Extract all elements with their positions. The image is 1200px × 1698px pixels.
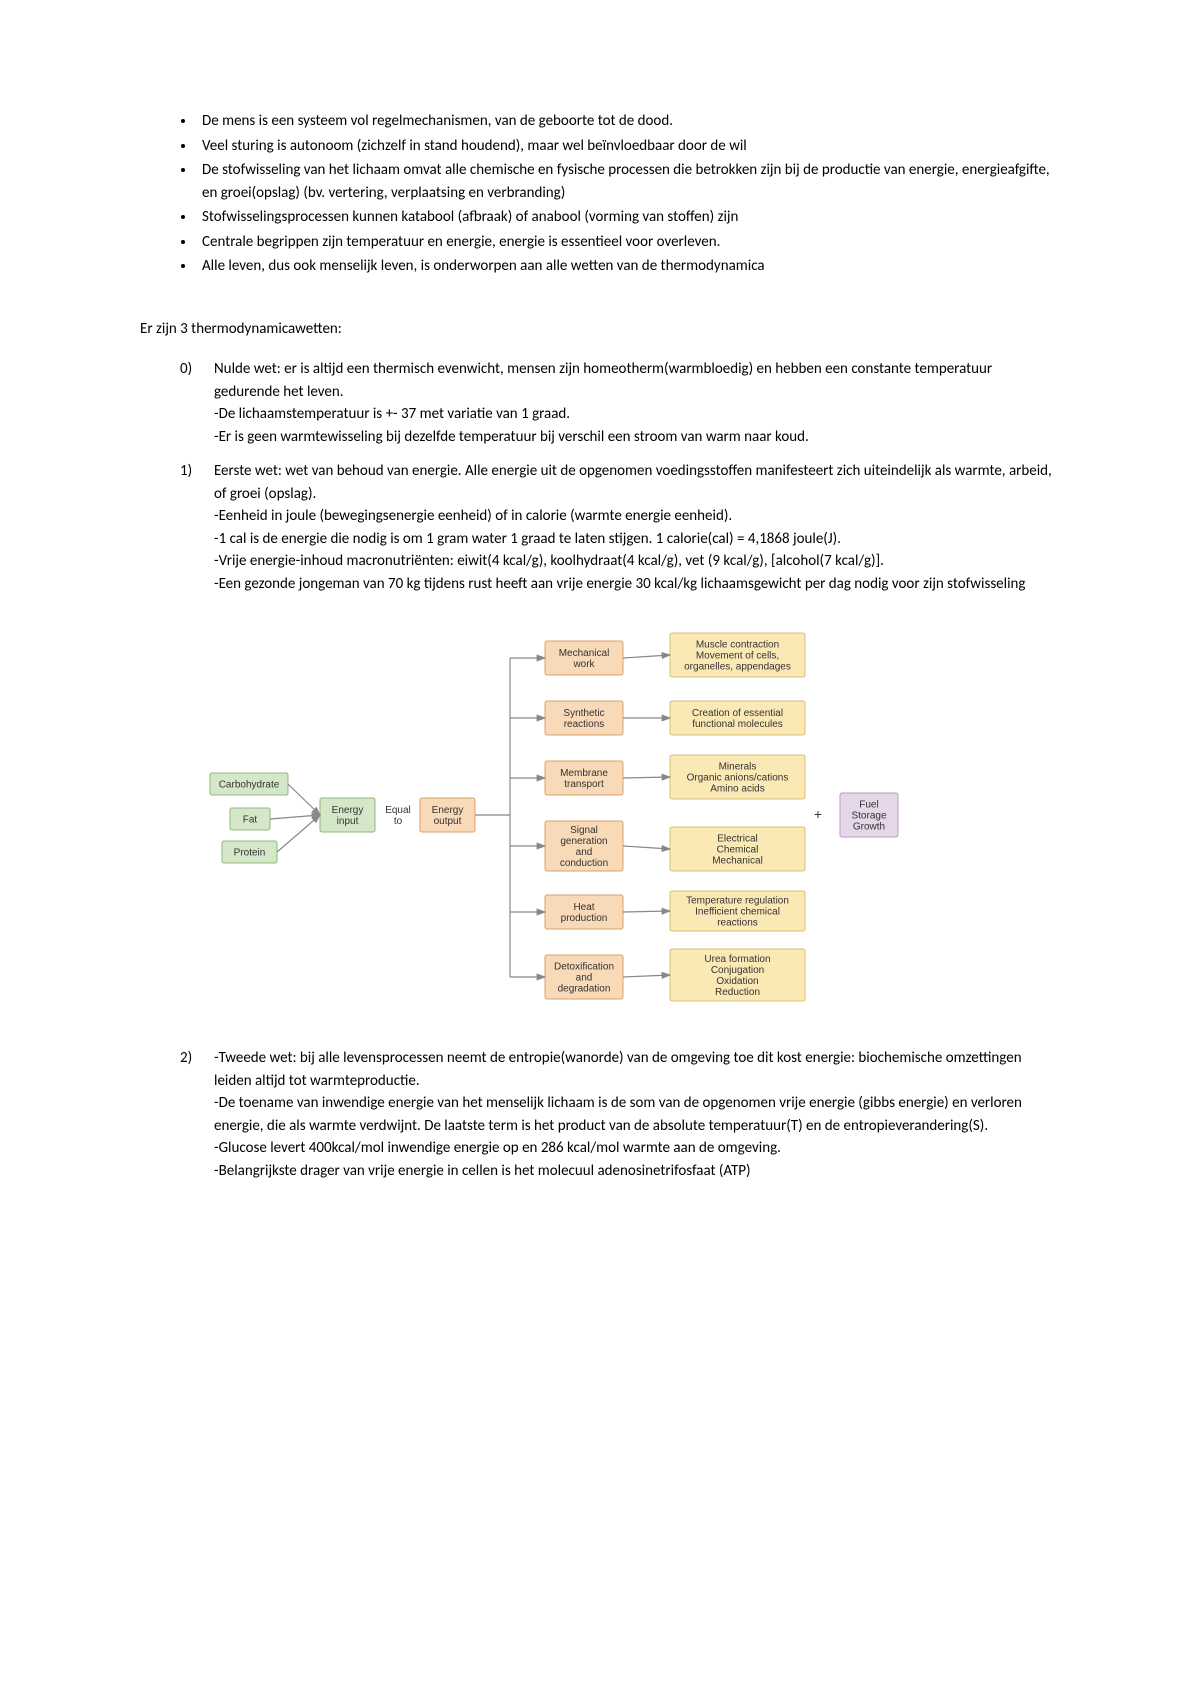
svg-text:Inefficient chemical: Inefficient chemical: [695, 907, 780, 918]
svg-text:Growth: Growth: [853, 822, 885, 833]
svg-text:functional molecules: functional molecules: [692, 719, 783, 730]
document-page: De mens is een systeem vol regelmechanis…: [0, 0, 1200, 1698]
svg-text:transport: transport: [564, 779, 604, 790]
svg-text:Movement of cells,: Movement of cells,: [696, 651, 779, 662]
svg-text:degradation: degradation: [558, 984, 611, 995]
svg-text:to: to: [394, 816, 403, 827]
svg-text:Chemical: Chemical: [717, 845, 759, 856]
svg-text:conduction: conduction: [560, 858, 608, 869]
list-item: Centrale begrippen zijn temperatuur en e…: [196, 231, 1060, 254]
svg-text:Amino acids: Amino acids: [710, 784, 764, 795]
svg-text:organelles, appendages: organelles, appendages: [684, 662, 791, 673]
svg-text:Membrane: Membrane: [560, 768, 608, 779]
svg-text:Temperature regulation: Temperature regulation: [686, 896, 789, 907]
svg-text:Signal: Signal: [570, 825, 598, 836]
svg-text:Urea formation: Urea formation: [704, 954, 770, 965]
svg-text:Conjugation: Conjugation: [711, 965, 764, 976]
svg-text:Minerals: Minerals: [719, 762, 757, 773]
svg-text:Carbohydrate: Carbohydrate: [219, 780, 280, 791]
svg-text:Synthetic: Synthetic: [563, 708, 604, 719]
svg-text:Reduction: Reduction: [715, 987, 760, 998]
svg-text:+: +: [814, 806, 822, 822]
svg-text:Protein: Protein: [234, 848, 266, 859]
svg-text:Fat: Fat: [243, 815, 258, 826]
law-num: 1): [180, 460, 192, 483]
svg-text:input: input: [337, 816, 359, 827]
svg-text:Mechanical: Mechanical: [712, 856, 763, 867]
svg-text:Electrical: Electrical: [717, 834, 758, 845]
svg-text:Energy: Energy: [332, 805, 364, 816]
svg-text:generation: generation: [560, 836, 607, 847]
svg-text:reactions: reactions: [717, 918, 758, 929]
svg-text:Organic anions/cations: Organic anions/cations: [687, 773, 789, 784]
svg-text:work: work: [572, 659, 595, 670]
list-item: De stofwisseling van het lichaam omvat a…: [196, 159, 1060, 204]
svg-text:output: output: [434, 816, 462, 827]
svg-text:Oxidation: Oxidation: [716, 976, 758, 987]
laws-list: 0) Nulde wet: er is altijd een thermisch…: [140, 358, 1060, 595]
svg-text:Energy: Energy: [432, 805, 464, 816]
law-item-0: 0) Nulde wet: er is altijd een thermisch…: [180, 358, 1060, 448]
svg-text:Equal: Equal: [385, 805, 411, 816]
diagram-svg: CarbohydrateFatProteinEnergyinputEqualto…: [200, 623, 920, 1023]
svg-text:and: and: [576, 973, 593, 984]
list-item: De mens is een systeem vol regelmechanis…: [196, 110, 1060, 133]
laws-list-2: 2) -Tweede wet: bij alle levensprocessen…: [140, 1047, 1060, 1182]
svg-text:Fuel: Fuel: [859, 800, 878, 811]
svg-text:Storage: Storage: [851, 811, 886, 822]
svg-text:Mechanical: Mechanical: [559, 648, 610, 659]
law-text: Eerste wet: wet van behoud van energie. …: [214, 462, 1052, 593]
energy-flow-diagram: CarbohydrateFatProteinEnergyinputEqualto…: [200, 623, 1060, 1023]
svg-text:production: production: [561, 913, 608, 924]
svg-text:Creation of essential: Creation of essential: [692, 708, 783, 719]
list-item: Veel sturing is autonoom (zichzelf in st…: [196, 135, 1060, 158]
svg-text:reactions: reactions: [564, 719, 605, 730]
intro-text: Er zijn 3 thermodynamicawetten:: [140, 318, 1060, 341]
list-item: Stofwisselingsprocessen kunnen katabool …: [196, 206, 1060, 229]
law-item-2: 2) -Tweede wet: bij alle levensprocessen…: [180, 1047, 1060, 1182]
law-num: 2): [180, 1047, 192, 1070]
bullet-list: De mens is een systeem vol regelmechanis…: [140, 110, 1060, 278]
svg-text:Detoxification: Detoxification: [554, 962, 614, 973]
svg-text:Heat: Heat: [573, 902, 594, 913]
law-text: -Tweede wet: bij alle levensprocessen ne…: [214, 1049, 1022, 1180]
law-text: Nulde wet: er is altijd een thermisch ev…: [214, 360, 992, 446]
svg-text:and: and: [576, 847, 593, 858]
law-item-1: 1) Eerste wet: wet van behoud van energi…: [180, 460, 1060, 595]
list-item: Alle leven, dus ook menselijk leven, is …: [196, 255, 1060, 278]
svg-text:Muscle contraction: Muscle contraction: [696, 640, 779, 651]
law-num: 0): [180, 358, 192, 381]
